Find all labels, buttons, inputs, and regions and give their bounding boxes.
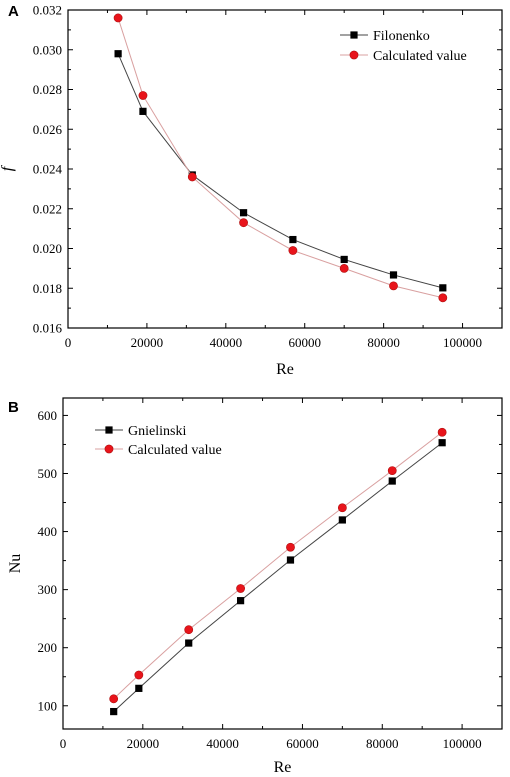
data-point-circle	[288, 246, 298, 255]
y-tick-label: 0.028	[33, 82, 62, 97]
data-point-square	[439, 284, 447, 292]
series-line-0	[117, 53, 443, 289]
y-tick-label: 100	[38, 698, 58, 713]
data-point-circle	[184, 625, 194, 635]
x-axis-title: Re	[276, 361, 294, 378]
y-tick-label: 500	[38, 466, 58, 481]
y-tick-label: 400	[38, 524, 58, 539]
y-tick-label: 0.018	[33, 281, 62, 296]
data-point-circle	[134, 670, 144, 680]
data-point-circle	[438, 293, 448, 303]
data-point-square	[139, 107, 147, 115]
y-axis-title: f	[0, 164, 16, 171]
x-tick-label: 80000	[366, 736, 399, 751]
x-tick-label: 80000	[367, 335, 400, 350]
chart-panel-b: B 0 20000 40000 60000 80000 100000 100 200 300 400…	[7, 397, 503, 776]
y-tick-label: 0.030	[33, 42, 62, 57]
data-point-circle	[138, 91, 148, 100]
y-tick-label: 0.016	[33, 321, 63, 336]
data-point-square	[236, 597, 245, 605]
data-point-circle	[437, 427, 447, 437]
y-tick-label: 0.026	[33, 122, 63, 137]
x-axis-title: Re	[274, 759, 292, 776]
x-tick-label: 60000	[286, 736, 319, 751]
panel-letter: B	[8, 399, 19, 416]
data-point-square	[110, 707, 118, 716]
data-point-square	[338, 516, 346, 524]
y-axis-title: Nu	[7, 554, 24, 574]
data-point-circle	[236, 584, 245, 593]
data-point-circle	[109, 694, 119, 704]
data-point-circle	[187, 172, 197, 182]
legend-marker-square	[105, 426, 113, 434]
data-point-square	[135, 684, 143, 692]
y-tick-label: 300	[38, 582, 58, 597]
x-tick-label: 60000	[288, 335, 321, 350]
y-tick-label: 0.022	[33, 201, 62, 216]
data-point-circle	[113, 13, 123, 23]
data-point-square	[388, 477, 396, 485]
y-tick-label: 0.020	[33, 241, 62, 256]
series-line-1	[117, 17, 443, 299]
x-tick-label: 20000	[131, 335, 164, 350]
data-point-square	[389, 271, 398, 279]
data-point-circle	[239, 218, 248, 228]
x-tick-label: 100000	[443, 335, 482, 350]
x-tick-label: 100000	[443, 736, 482, 751]
chart-panel-a: A 0 20000 40000 60000 80000 100000 0.016 0.018 0.…	[0, 3, 503, 378]
data-point-circle	[339, 263, 349, 273]
data-point-square	[239, 209, 248, 217]
series-line-1	[113, 431, 443, 700]
x-tick-label: 40000	[210, 335, 243, 350]
x-tick-label: 0	[65, 335, 72, 350]
plot-frame	[62, 397, 503, 730]
series-line-0	[113, 442, 443, 712]
y-tick-label: 0.032	[33, 3, 62, 18]
x-tick-label: 40000	[206, 736, 239, 751]
legend-label: Filonenko	[373, 29, 430, 44]
legend-marker-circle	[349, 50, 359, 60]
data-point-circle	[389, 281, 398, 291]
legend-label: Calculated value	[373, 49, 467, 64]
data-point-circle	[286, 542, 295, 552]
legend-label: Gnielinski	[128, 424, 186, 439]
panel-letter: A	[8, 3, 19, 20]
legend-label: Calculated value	[128, 443, 222, 458]
data-point-circle	[387, 466, 397, 475]
data-point-square	[289, 235, 297, 244]
data-point-circle	[337, 503, 347, 513]
legend-marker-square	[350, 31, 358, 39]
data-point-square	[438, 439, 446, 447]
legend-marker-circle	[104, 444, 114, 454]
y-tick-label: 200	[38, 640, 58, 655]
y-tick-label: 600	[38, 408, 58, 423]
y-tick-label: 0.024	[33, 162, 63, 177]
x-tick-label: 0	[60, 736, 67, 751]
data-point-square	[114, 50, 122, 58]
data-point-square	[340, 255, 348, 264]
data-point-square	[185, 639, 193, 647]
data-point-square	[286, 556, 295, 564]
x-tick-label: 20000	[127, 736, 160, 751]
